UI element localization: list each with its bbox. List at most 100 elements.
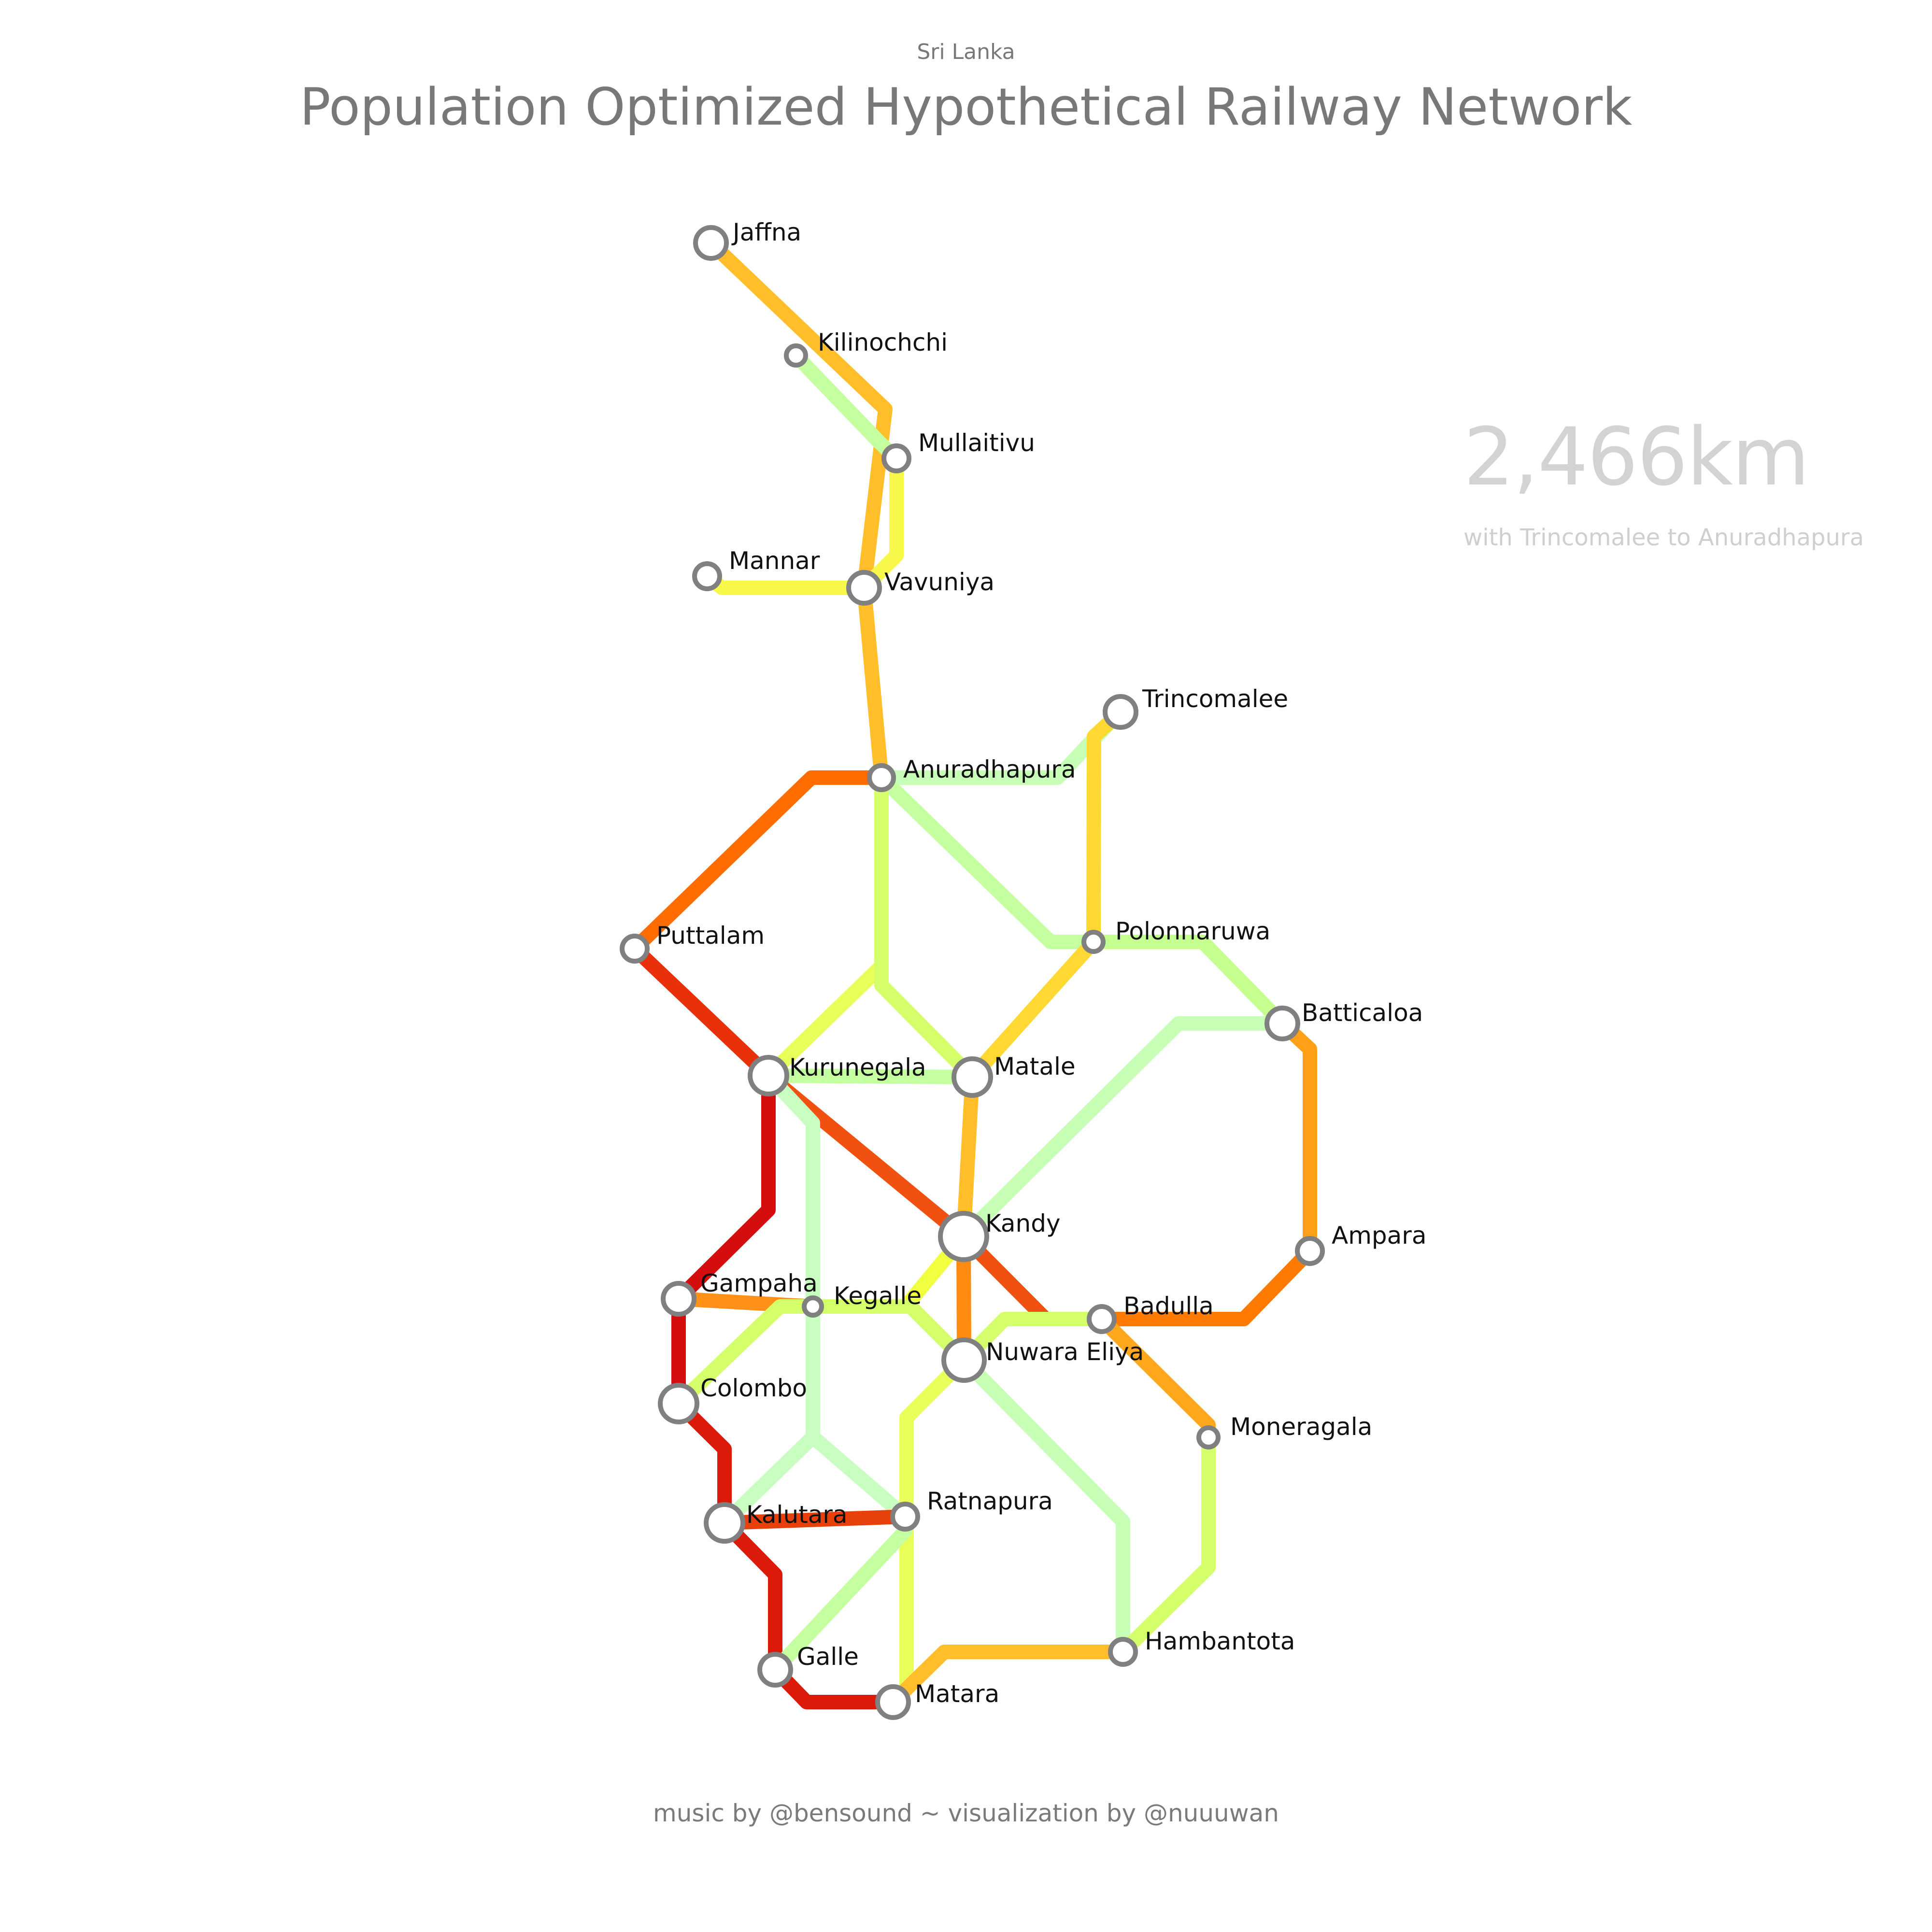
station-polonnaruwa: Polonnaruwa xyxy=(1081,917,1270,954)
rail-line-anuradhapura-polonnaruwa xyxy=(874,770,1101,949)
station-galle: Galle xyxy=(757,1643,859,1688)
station-label: Kurunegala xyxy=(789,1053,926,1081)
rail-line-batticaloa-kandy xyxy=(956,1016,1290,1244)
station-label: Puttalam xyxy=(656,922,765,950)
railway-lines xyxy=(627,236,1317,1709)
station-mannar: Mannar xyxy=(692,547,820,591)
station-marker xyxy=(938,1211,989,1262)
distance-note: with Trincomalee to Anuradhapura xyxy=(1463,524,1864,551)
map-title: Population Optimized Hypothetical Railwa… xyxy=(299,77,1633,137)
rail-line-vavuniya-anuradhapura xyxy=(857,581,889,785)
station-ampara: Ampara xyxy=(1295,1222,1426,1266)
station-marker xyxy=(1108,1637,1138,1667)
station-marker xyxy=(941,1337,987,1383)
station-puttalam: Puttalam xyxy=(620,922,765,964)
station-marker xyxy=(693,225,729,261)
rail-line-anuradhapura-puttalam xyxy=(627,770,889,956)
rail-line-polonnaruwa-matale xyxy=(965,935,1101,1084)
rail-line-kurunegala-matale xyxy=(761,1068,980,1084)
station-badulla: Badulla xyxy=(1087,1292,1214,1334)
station-marker xyxy=(802,1295,824,1318)
station-label: Hambantota xyxy=(1145,1627,1295,1655)
rail-line-ampara-badulla xyxy=(1094,1244,1317,1326)
rail-line-matara-hambantota xyxy=(886,1645,1130,1709)
rail-line-kurunegala-gampaha xyxy=(671,1068,776,1306)
station-label: Kandy xyxy=(985,1209,1061,1237)
rail-line-polonnaruwa-batticaloa xyxy=(1086,935,1290,1031)
rail-line-jaffna-vavuniya xyxy=(704,236,893,595)
station-label: Colombo xyxy=(700,1374,807,1402)
station-marker xyxy=(1264,1006,1300,1041)
station-label: Jaffna xyxy=(731,218,801,246)
station-label: Polonnaruwa xyxy=(1115,917,1270,945)
station-label: Nuwara Eliya xyxy=(986,1338,1144,1366)
rail-line-mannar-vavuniya xyxy=(700,569,871,595)
station-kalutara: Kalutara xyxy=(704,1501,848,1544)
station-mullaitivu: Mullaitivu xyxy=(881,429,1035,473)
station-marker xyxy=(1087,1304,1117,1334)
station-gampaha: Gampaha xyxy=(661,1269,818,1317)
station-colombo: Colombo xyxy=(658,1374,807,1424)
rail-line-kegalle-ratnapura xyxy=(806,1299,912,1524)
station-marker xyxy=(875,1684,911,1720)
rail-line-colombo-kalutara xyxy=(671,1396,732,1530)
station-marker xyxy=(784,343,808,368)
station-marker xyxy=(881,443,911,473)
station-marker xyxy=(757,1652,793,1688)
station-hambantota: Hambantota xyxy=(1108,1627,1295,1667)
rail-line-kalutara-galle xyxy=(717,1516,782,1677)
rail-line-nuwara-eliya-hambantota xyxy=(957,1353,1130,1659)
station-marker xyxy=(692,561,722,591)
station-marker xyxy=(846,570,882,606)
rail-line-kegalle-nuwara-eliya xyxy=(806,1299,971,1367)
station-label: Kilinochchi xyxy=(818,328,948,356)
station-label: Mannar xyxy=(729,547,820,575)
stations: Jaffna Kilinochchi Mullaitivu Mannar Vavuniy… xyxy=(620,218,1426,1720)
credits-footer: music by @bensound ~ visualization by @n… xyxy=(653,1799,1279,1827)
station-label: Mullaitivu xyxy=(918,429,1035,457)
rail-line-galle-matara xyxy=(768,1662,900,1709)
station-batticaloa: Batticaloa xyxy=(1264,999,1423,1041)
rail-line-matale-kandy xyxy=(956,1070,980,1244)
rail-line-kalutara-ratnapura xyxy=(717,1509,912,1530)
station-kandy: Kandy xyxy=(938,1209,1061,1262)
station-kilinochchi: Kilinochchi xyxy=(784,328,948,368)
station-label: Galle xyxy=(797,1643,859,1671)
station-label: Gampaha xyxy=(700,1269,818,1297)
total-distance: 2,466km xyxy=(1463,411,1810,503)
station-matale: Matale xyxy=(952,1052,1076,1098)
station-nuwara-eliya: Nuwara Eliya xyxy=(941,1337,1144,1383)
rail-line-moneragala-hambantota xyxy=(1116,1430,1216,1659)
station-jaffna: Jaffna xyxy=(693,218,801,261)
station-label: Kegalle xyxy=(834,1282,922,1310)
rail-line-kurunegala-kegalle xyxy=(761,1068,820,1314)
station-anuradhapura: Anuradhapura xyxy=(867,755,1076,792)
rail-line-badulla-moneragala xyxy=(1094,1312,1216,1445)
station-marker xyxy=(748,1055,789,1096)
station-marker xyxy=(661,1281,696,1317)
rail-line-batticaloa-ampara xyxy=(1275,1016,1317,1258)
station-marker xyxy=(1295,1236,1325,1266)
station-matara: Matara xyxy=(875,1680,999,1720)
station-marker xyxy=(890,1502,920,1532)
station-marker xyxy=(867,763,896,792)
station-label: Badulla xyxy=(1123,1292,1214,1320)
station-label: Vavuniya xyxy=(884,568,994,596)
station-ratnapura: Ratnapura xyxy=(890,1487,1053,1532)
station-label: Moneragala xyxy=(1230,1413,1372,1441)
station-vavuniya: Vavuniya xyxy=(846,568,994,606)
station-marker xyxy=(1103,694,1138,730)
station-label: Matara xyxy=(915,1680,999,1708)
station-moneragala: Moneragala xyxy=(1196,1413,1372,1449)
rail-line-anuradhapura-kurunegala xyxy=(761,770,889,1083)
station-kurunegala: Kurunegala xyxy=(748,1053,926,1096)
station-label: Matale xyxy=(994,1052,1076,1080)
rail-line-trincomalee-polonnaruwa xyxy=(1086,705,1128,949)
station-marker xyxy=(1081,930,1106,954)
station-marker xyxy=(658,1383,699,1424)
station-label: Ratnapura xyxy=(927,1487,1053,1515)
station-marker xyxy=(1196,1425,1221,1449)
station-label: Ampara xyxy=(1332,1222,1426,1250)
